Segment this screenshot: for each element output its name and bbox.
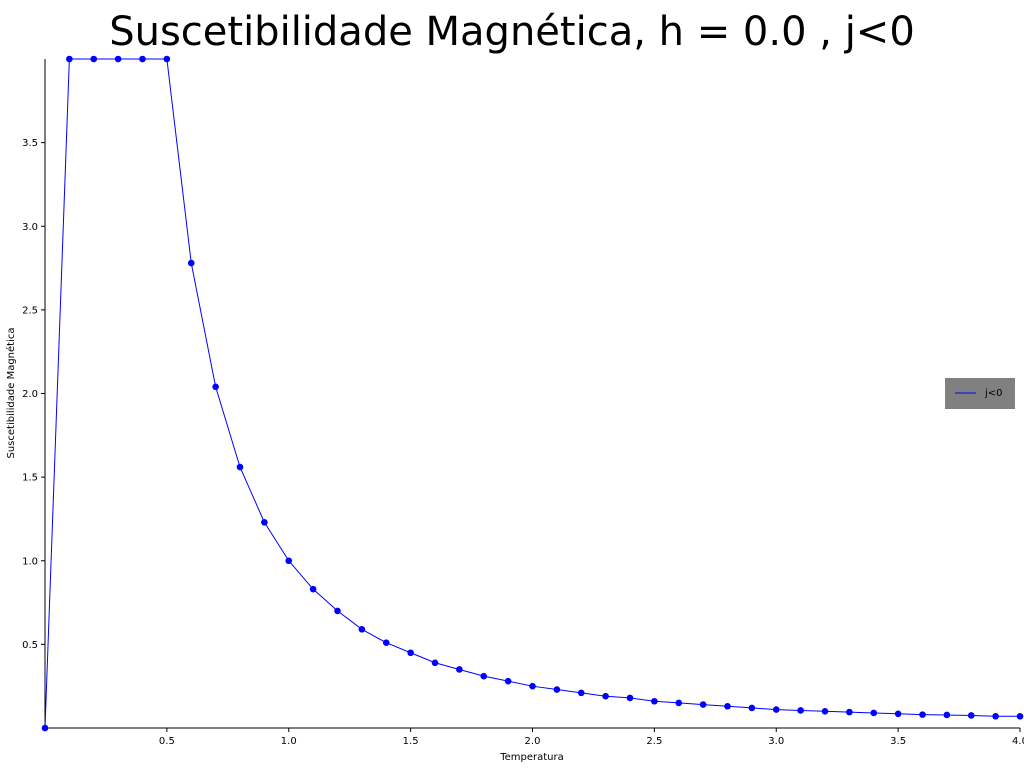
data-point (41, 724, 49, 732)
data-point (894, 710, 902, 718)
data-point (407, 649, 414, 657)
data-point (212, 383, 219, 391)
data-point (870, 709, 878, 717)
data-point (967, 712, 975, 719)
data-point (651, 697, 658, 705)
series-line (44, 58, 1020, 729)
y-tick-label: 2.0 (22, 389, 38, 400)
data-point (285, 557, 293, 565)
y-tick-label: 3.5 (22, 138, 38, 149)
data-point (431, 659, 439, 667)
data-point (187, 259, 195, 267)
data-point (797, 707, 804, 714)
data-point (577, 689, 585, 697)
data-point (114, 55, 122, 63)
data-point (724, 702, 731, 710)
data-point (919, 711, 926, 718)
data-point (382, 639, 390, 647)
data-point (992, 712, 999, 720)
data-point (480, 672, 488, 680)
legend-label: j<0 (984, 388, 1003, 399)
x-tick-label: 4.0 (1012, 736, 1024, 747)
y-ticks: 0.5 1.0 1.5 2.0 2.5 3.0 3.5 (22, 138, 45, 651)
x-tick-label: 1.5 (403, 736, 419, 747)
x-tick-label: 2.5 (646, 736, 662, 747)
data-point (139, 55, 146, 63)
data-point (66, 55, 73, 63)
data-point (309, 585, 317, 593)
data-point (163, 55, 171, 63)
chart-title: Suscetibilidade Magnética, h = 0.0 , j<0 (109, 9, 915, 55)
x-tick-label: 2.0 (525, 736, 541, 747)
data-point (675, 699, 683, 707)
data-point (846, 708, 853, 716)
y-tick-label: 3.0 (22, 222, 38, 233)
x-tick-label: 3.0 (768, 736, 784, 747)
y-tick-label: 0.5 (22, 640, 38, 651)
x-tick-label: 3.5 (890, 736, 906, 747)
data-point (334, 607, 341, 615)
data-point (821, 707, 829, 715)
y-tick-label: 2.5 (22, 305, 38, 316)
data-point (358, 626, 366, 633)
data-point (1016, 712, 1024, 720)
data-point (943, 711, 951, 719)
data-point (553, 686, 561, 693)
y-tick-label: 1.5 (22, 473, 38, 484)
legend: j<0 (945, 378, 1015, 409)
series-layer (41, 55, 1024, 732)
x-axis-label: Temperatura (499, 752, 564, 763)
x-tick-label: 0.5 (159, 736, 175, 747)
data-point (90, 55, 98, 63)
x-tick-label: 1.0 (281, 736, 297, 747)
y-axis-label: Suscetibilidade Magnética (5, 327, 17, 458)
data-point (529, 682, 536, 690)
x-ticks: 0.5 1.0 1.5 2.0 2.5 3.0 3.5 4.0 (159, 728, 1024, 747)
data-point (748, 704, 756, 712)
data-point (261, 518, 268, 526)
data-point (236, 463, 244, 471)
data-point (626, 694, 634, 702)
y-tick-label: 1.0 (22, 556, 38, 567)
data-point (699, 701, 707, 708)
data-point (602, 692, 609, 700)
data-point (504, 677, 512, 685)
data-point (772, 706, 780, 713)
data-point (456, 666, 463, 673)
